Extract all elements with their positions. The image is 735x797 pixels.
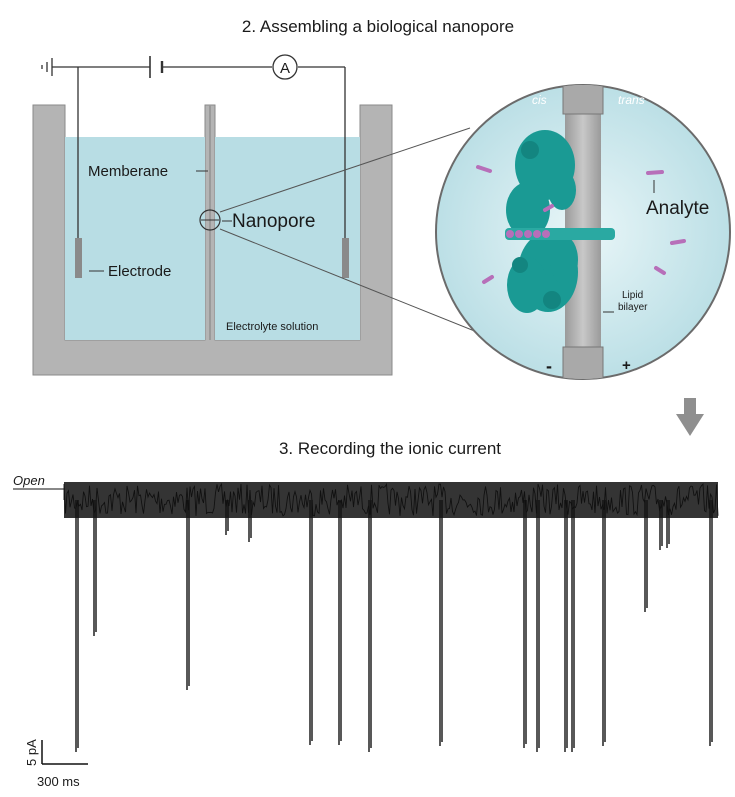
scale-bar: 5 pA 300 ms: [24, 739, 88, 789]
electrolyte-label: Electrolyte solution: [226, 321, 318, 333]
solution-cis: [65, 137, 205, 340]
free-analytes: [476, 165, 686, 284]
cis-label: cis: [532, 93, 547, 107]
nanopore-highlight: [199, 209, 221, 231]
protein-pore: [505, 130, 615, 313]
zoom-line-bottom: [219, 228, 493, 339]
analyte-label: Analyte: [646, 198, 709, 219]
electrode-right: [342, 238, 349, 278]
electrode-left: [75, 238, 82, 278]
circuit: [52, 66, 346, 238]
membrane-label: Memberane: [88, 163, 168, 180]
battery-icon: [149, 56, 164, 78]
trans-label: trans: [618, 93, 645, 107]
lipid-label: Lipid: [622, 290, 643, 301]
bilayer-label: bilayer: [618, 302, 648, 313]
scale-y-label: 5 pA: [24, 739, 39, 766]
section3-title: 3. Recording the ionic current: [279, 439, 501, 458]
arrow-down-icon: [676, 398, 704, 436]
zoom-line-top: [219, 127, 471, 213]
svg-text:A: A: [280, 60, 290, 77]
trace-baseline: [64, 482, 718, 518]
section2-title: 2. Assembling a biological nanopore: [242, 17, 514, 36]
scale-x-label: 300 ms: [37, 774, 80, 789]
nanopore-label: Nanopore: [232, 211, 315, 232]
plus-label: +: [622, 357, 631, 374]
nanopore-inset: cis trans Analyte Lipid bilayer - +: [435, 84, 731, 380]
open-label: Open: [13, 473, 45, 488]
electrolyte-tank: [32, 104, 393, 376]
minus-label: -: [546, 356, 552, 376]
electrode-label: Electrode: [108, 263, 171, 280]
analyte-chain: [506, 230, 550, 238]
current-trace: [63, 482, 719, 752]
ammeter-icon: A: [272, 54, 298, 80]
ground-icon: [41, 58, 53, 76]
solution-trans: [215, 137, 360, 340]
